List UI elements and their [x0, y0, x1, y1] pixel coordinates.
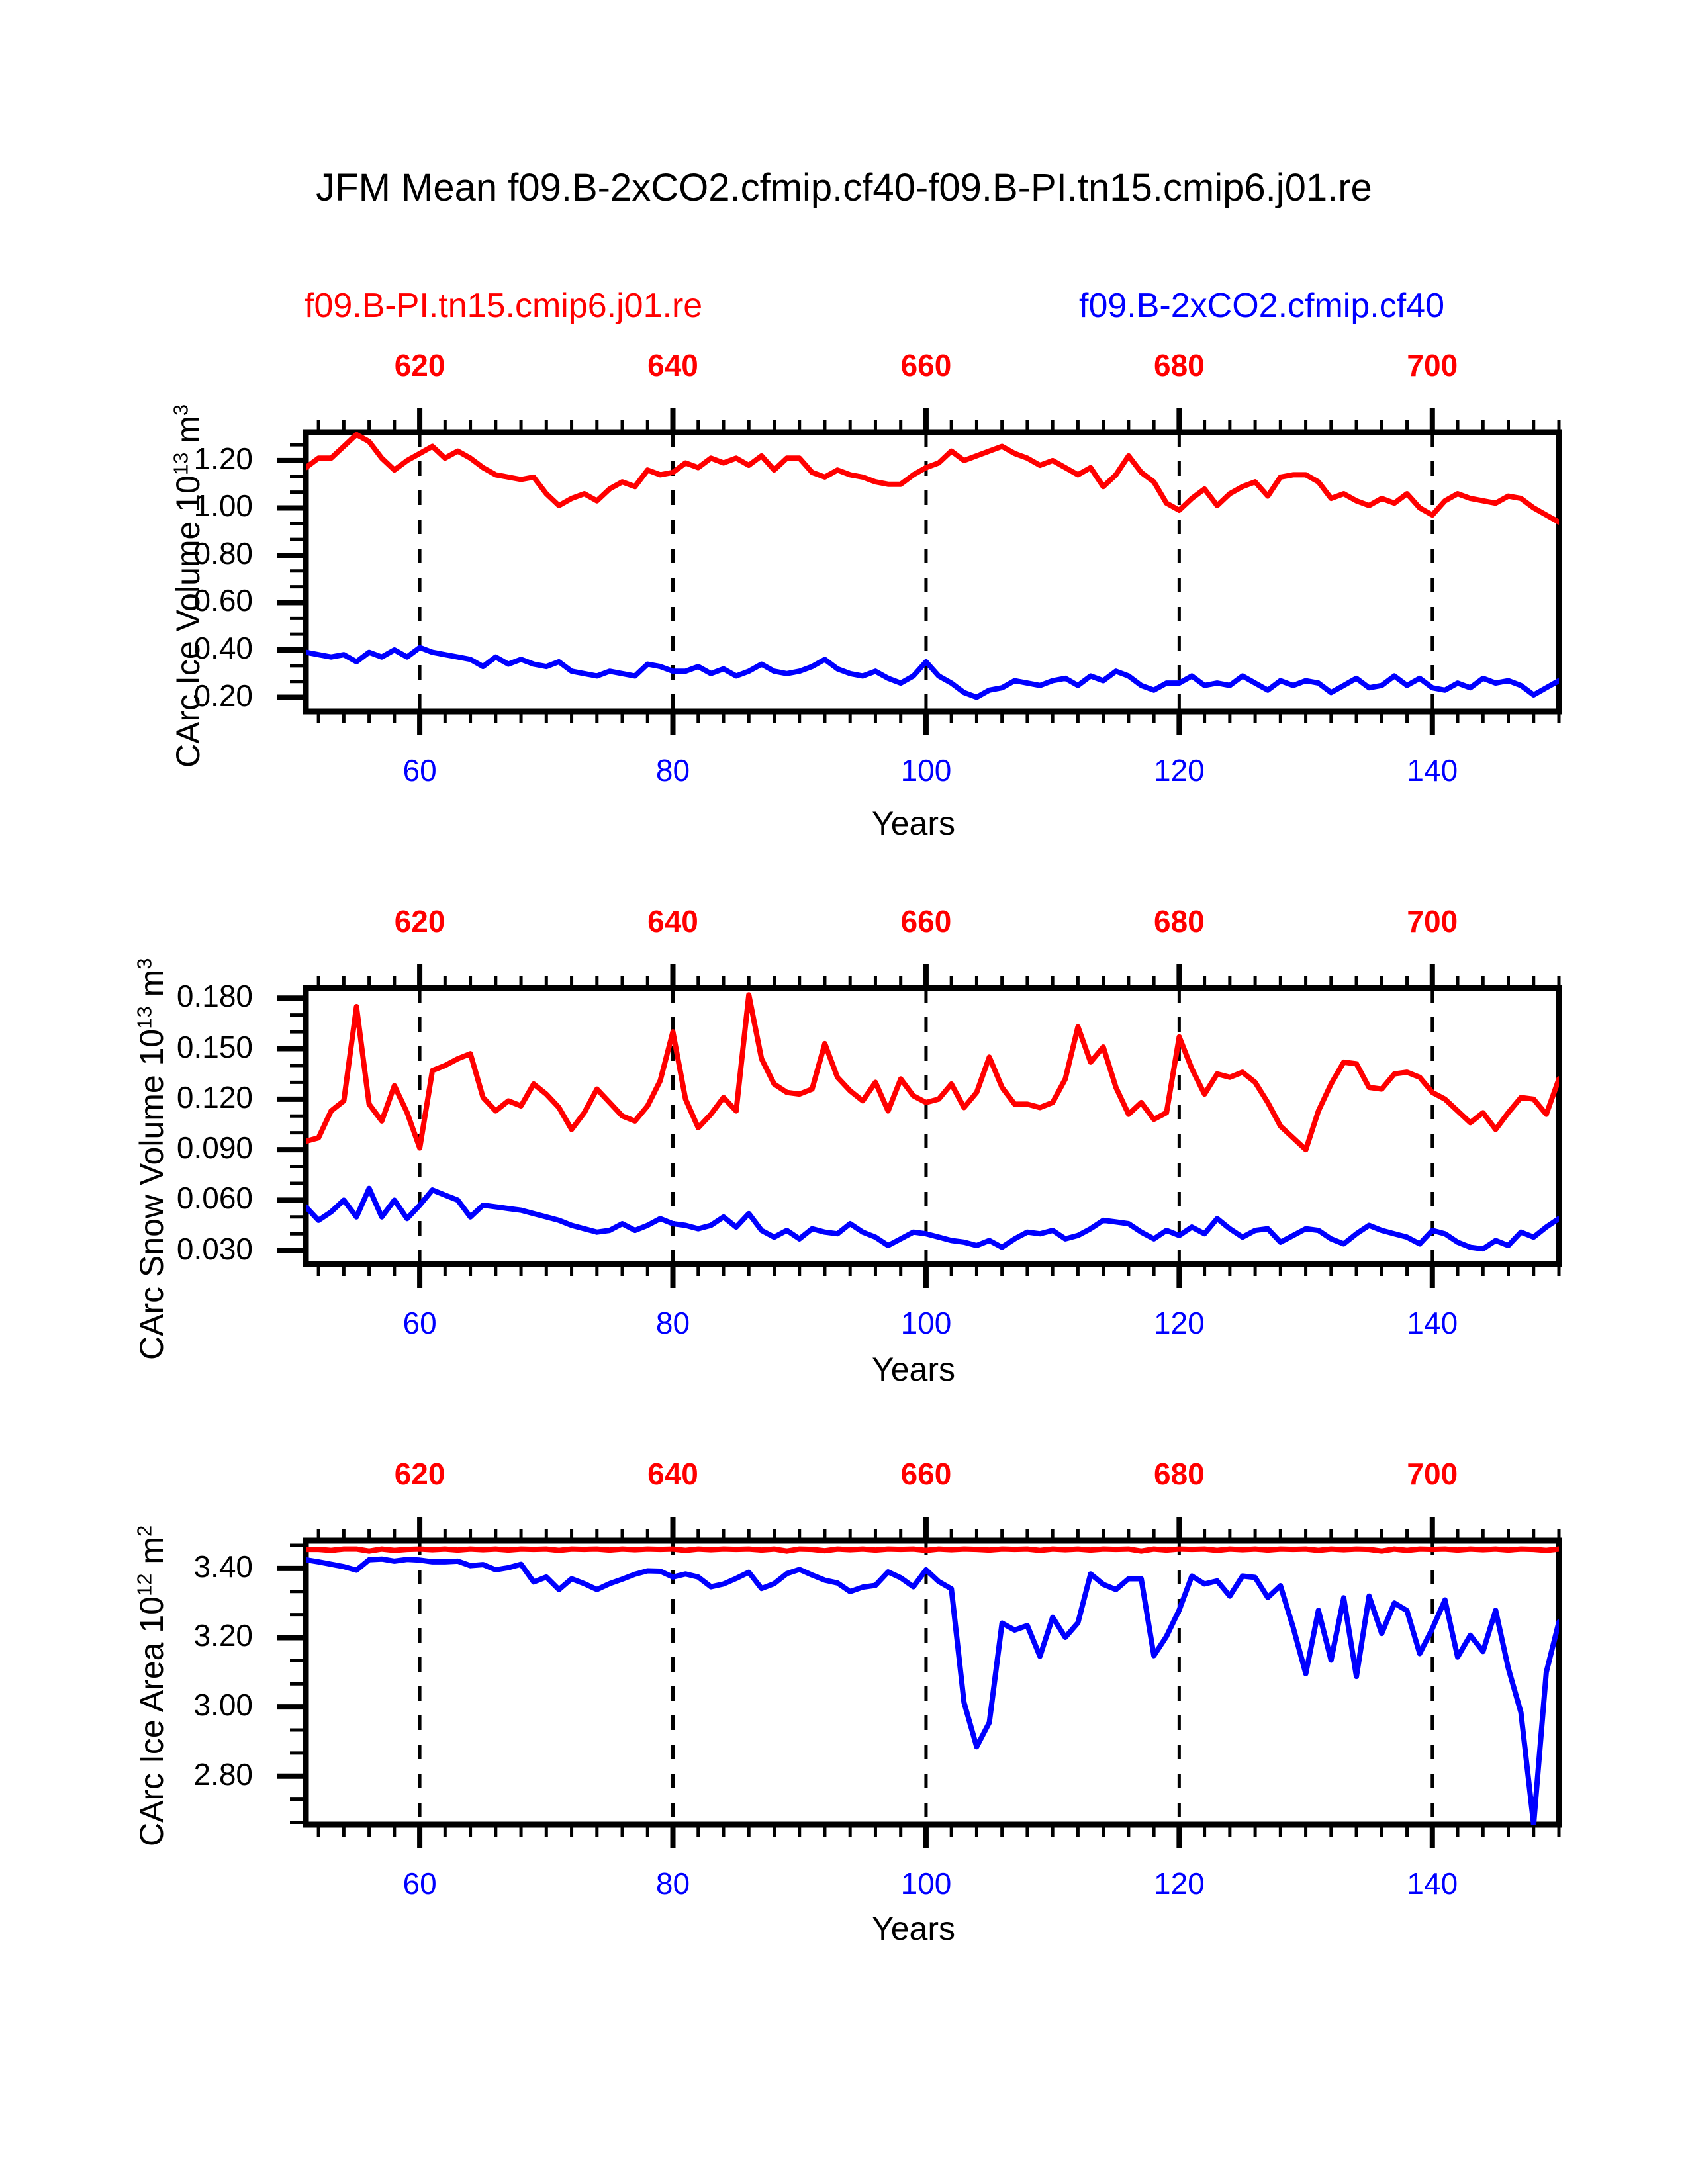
- panel2-xtick-label-bottom: 80: [655, 1306, 690, 1340]
- panel2-ytick-label: 0.060: [176, 1181, 253, 1216]
- panel2-ytick-label: 0.150: [176, 1029, 253, 1064]
- panel2-xtick-label-bottom: 100: [900, 1306, 952, 1340]
- panel1-xtick-label-bottom: 80: [655, 753, 690, 788]
- panel1-ytick-label: 0.60: [193, 583, 253, 618]
- panel1-ytick-label: 0.40: [193, 631, 253, 666]
- panel1-ytick-label: 1.20: [193, 441, 253, 476]
- page-title: JFM Mean f09.B-2xCO2.cfmip.cf40-f09.B-PI…: [316, 166, 1372, 209]
- legend-red-label: f09.B-PI.tn15.cmip6.j01.re: [305, 287, 703, 325]
- panel3-xtick-label-bottom: 60: [402, 1866, 437, 1901]
- legend-blue-label: f09.B-2xCO2.cfmip.cf40: [1079, 287, 1444, 325]
- panel1-xtick-label-top: 660: [900, 348, 952, 383]
- panel2-xtick-label-bottom: 120: [1153, 1306, 1205, 1340]
- panel3-ytick-label: 2.80: [193, 1756, 253, 1792]
- panel3-xtick-label-top: 680: [1153, 1457, 1205, 1491]
- panel3-xtick-label-bottom: 140: [1407, 1866, 1458, 1901]
- panel1-ytick-label: 0.80: [193, 535, 253, 570]
- panel2-ytick-label: 0.120: [176, 1079, 253, 1115]
- panel1-xlabel: Years: [871, 805, 956, 842]
- panel2-xtick-label-top: 640: [647, 904, 698, 938]
- panel2-xtick-label-bottom: 140: [1407, 1306, 1458, 1340]
- panel3-xtick-label-top: 660: [900, 1457, 952, 1491]
- panel2-ytick-label: 0.030: [176, 1231, 253, 1266]
- panel3-xtick-label-top: 620: [394, 1457, 445, 1491]
- panel2-xtick-label-top: 700: [1407, 904, 1458, 938]
- panel2-ytick-label: 0.180: [176, 979, 253, 1014]
- panel2-xlabel: Years: [871, 1351, 956, 1388]
- panel3-xtick-label-bottom: 100: [900, 1866, 952, 1901]
- panel1-xtick-label-top: 680: [1153, 348, 1205, 383]
- panel2-xtick-label-top: 660: [900, 904, 952, 938]
- panel3-ytick-label: 3.40: [193, 1549, 253, 1584]
- panel3-xtick-label-bottom: 120: [1153, 1866, 1205, 1901]
- panel3-ytick-label: 3.00: [193, 1688, 253, 1723]
- panel1-xtick-label-top: 620: [394, 348, 445, 383]
- panel3-xlabel: Years: [871, 1910, 956, 1947]
- panel2-xtick-label-top: 680: [1153, 904, 1205, 938]
- panel1-xtick-label-bottom: 140: [1407, 753, 1458, 788]
- panel3-xtick-label-bottom: 80: [655, 1866, 690, 1901]
- panel3-xtick-label-top: 640: [647, 1457, 698, 1491]
- panel1-xtick-label-bottom: 120: [1153, 753, 1205, 788]
- panel3-xtick-label-top: 700: [1407, 1457, 1458, 1491]
- panel1-xtick-label-top: 640: [647, 348, 698, 383]
- panel2-xtick-label-top: 620: [394, 904, 445, 938]
- panel1-ytick-label: 0.20: [193, 678, 253, 713]
- panel3-ytick-label: 3.20: [193, 1618, 253, 1653]
- panel1-xtick-label-bottom: 60: [402, 753, 437, 788]
- panel2-xtick-label-bottom: 60: [402, 1306, 437, 1340]
- panel1-xtick-label-top: 700: [1407, 348, 1458, 383]
- panel1-xtick-label-bottom: 100: [900, 753, 952, 788]
- panel2-ytick-label: 0.090: [176, 1130, 253, 1165]
- panel1-ytick-label: 1.00: [193, 488, 253, 523]
